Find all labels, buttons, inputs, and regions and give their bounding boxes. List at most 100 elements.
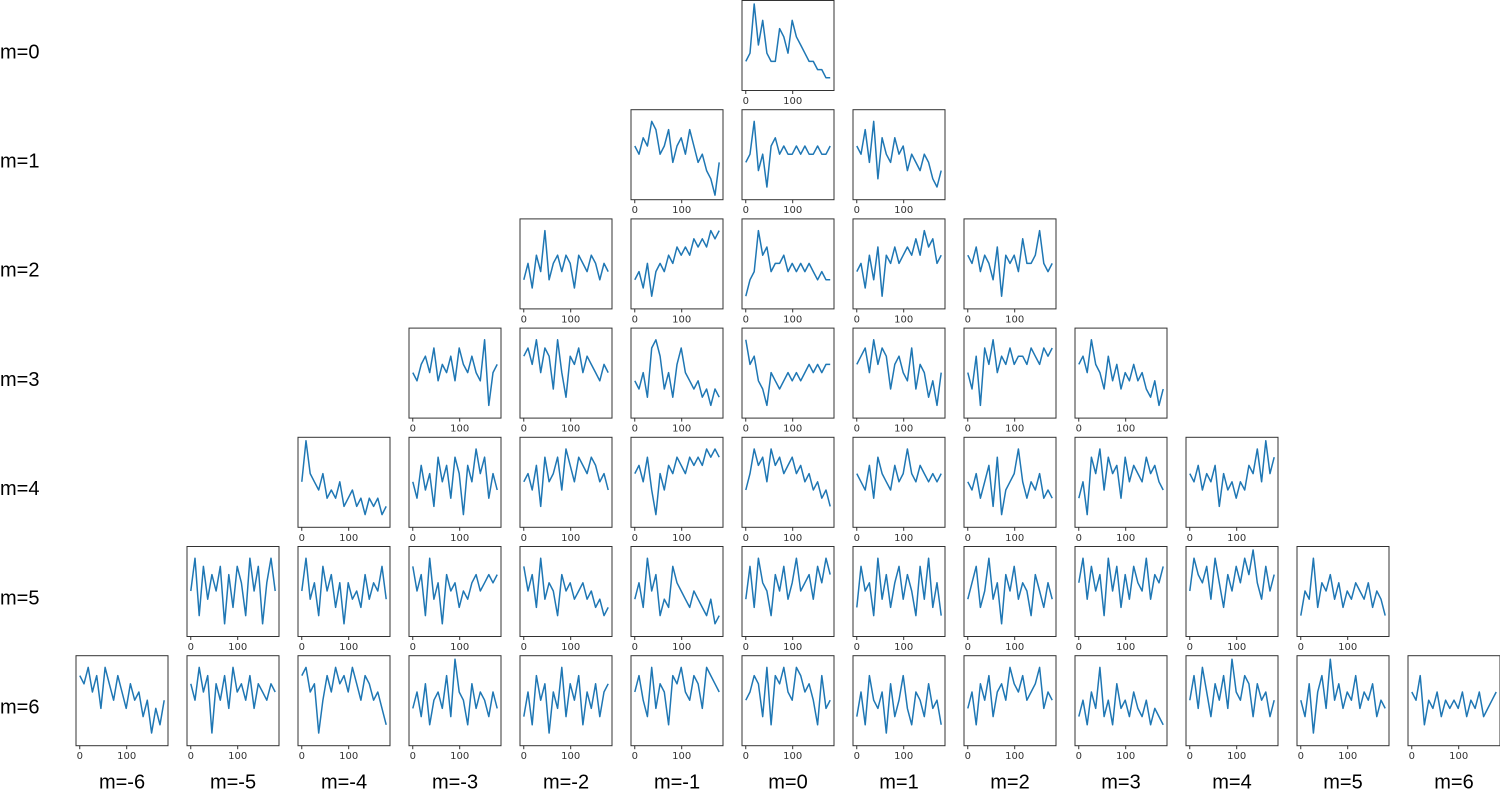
- panel-frame: [630, 436, 724, 528]
- series-line: [1189, 549, 1275, 609]
- x-tick-label: 0: [521, 314, 527, 325]
- row-label: m=4: [0, 478, 39, 500]
- series-line: [745, 120, 831, 188]
- panel-frame: [297, 655, 391, 747]
- series-line: [967, 666, 1053, 726]
- row-label: m=3: [0, 369, 39, 391]
- x-tick-label: 0: [1409, 751, 1415, 762]
- column-label: m=-2: [543, 771, 589, 792]
- x-tick-label: 0: [632, 533, 638, 544]
- series-line: [523, 666, 609, 734]
- x-tick-label: 0: [965, 533, 971, 544]
- x-tick-label: 0: [965, 424, 971, 435]
- panel-frame: [852, 546, 946, 637]
- panel-frame: [519, 327, 613, 419]
- x-tick-label: 100: [561, 642, 580, 653]
- x-tick-label: 100: [561, 533, 580, 544]
- series-line: [634, 666, 720, 726]
- x-tick-label: 100: [783, 205, 802, 216]
- column-label: m=6: [1434, 771, 1473, 792]
- panel-frame: [741, 218, 835, 310]
- x-tick-label: 100: [672, 424, 691, 435]
- series-line: [301, 666, 387, 734]
- x-tick-label: 100: [672, 642, 691, 653]
- panel-frame: [741, 436, 835, 528]
- x-tick-label: 0: [965, 751, 971, 762]
- series-line: [1078, 448, 1164, 516]
- x-tick-label: 0: [854, 424, 860, 435]
- x-tick-label: 100: [894, 314, 913, 325]
- x-tick-label: 100: [228, 642, 247, 653]
- series-line: [1300, 557, 1386, 616]
- x-tick-label: 100: [1005, 314, 1024, 325]
- x-tick-label: 100: [1338, 642, 1357, 653]
- column-label: m=-1: [654, 771, 700, 792]
- series-line: [856, 448, 942, 499]
- x-tick-label: 0: [632, 642, 638, 653]
- panel-frame: [1296, 546, 1390, 637]
- x-tick-label: 100: [1116, 424, 1135, 435]
- panel-frame: [741, 655, 835, 747]
- panel-frame: [630, 109, 724, 201]
- x-tick-label: 100: [450, 424, 469, 435]
- x-tick-label: 100: [1005, 424, 1024, 435]
- column-label: m=0: [768, 771, 807, 792]
- x-tick-label: 100: [228, 751, 247, 762]
- x-tick-label: 0: [632, 424, 638, 435]
- x-tick-label: 0: [743, 96, 749, 107]
- x-tick-label: 100: [1005, 642, 1024, 653]
- row-label: m=5: [0, 587, 39, 609]
- x-tick-label: 0: [854, 642, 860, 653]
- x-tick-label: 100: [1116, 533, 1135, 544]
- series-line: [1078, 557, 1164, 617]
- panel-frame: [1074, 655, 1168, 747]
- panel-frame: [630, 327, 724, 419]
- x-tick-label: 100: [783, 424, 802, 435]
- x-tick-label: 100: [672, 205, 691, 216]
- x-tick-label: 0: [632, 314, 638, 325]
- series-line: [967, 448, 1053, 516]
- column-label: m=-5: [210, 771, 256, 792]
- x-tick-label: 0: [521, 533, 527, 544]
- x-tick-label: 0: [1187, 642, 1193, 653]
- x-tick-label: 0: [743, 314, 749, 325]
- series-line: [745, 3, 831, 79]
- column-label: m=-3: [432, 771, 478, 792]
- series-line: [301, 440, 387, 516]
- row-label: m=6: [0, 696, 39, 718]
- series-line: [412, 448, 498, 516]
- x-tick-label: 0: [965, 642, 971, 653]
- panel-frame: [741, 0, 835, 91]
- series-line: [1078, 339, 1164, 407]
- panel-frame: [630, 655, 724, 747]
- column-label: m=3: [1101, 771, 1140, 792]
- column-label: m=2: [990, 771, 1029, 792]
- series-line: [1300, 658, 1386, 734]
- x-tick-label: 0: [521, 424, 527, 435]
- column-label: m=5: [1323, 771, 1362, 792]
- x-tick-label: 100: [894, 751, 913, 762]
- x-tick-label: 100: [450, 642, 469, 653]
- x-tick-label: 100: [1227, 642, 1246, 653]
- series-line: [301, 557, 387, 625]
- series-line: [745, 229, 831, 297]
- x-tick-label: 0: [299, 751, 305, 762]
- series-line: [190, 557, 276, 625]
- column-label: m=-6: [99, 771, 145, 792]
- panel-frame: [75, 655, 169, 747]
- x-tick-label: 0: [188, 642, 194, 653]
- panel-frame: [186, 546, 280, 637]
- panel-frame: [408, 655, 502, 747]
- series-line: [412, 557, 498, 625]
- panel-frame: [630, 218, 724, 310]
- x-tick-label: 100: [1005, 751, 1024, 762]
- x-tick-label: 0: [743, 642, 749, 653]
- x-tick-label: 100: [672, 751, 691, 762]
- x-tick-label: 0: [410, 424, 416, 435]
- panel-frame: [519, 655, 613, 747]
- panel-frame: [963, 327, 1057, 419]
- row-label: m=2: [0, 260, 39, 282]
- x-tick-label: 100: [894, 424, 913, 435]
